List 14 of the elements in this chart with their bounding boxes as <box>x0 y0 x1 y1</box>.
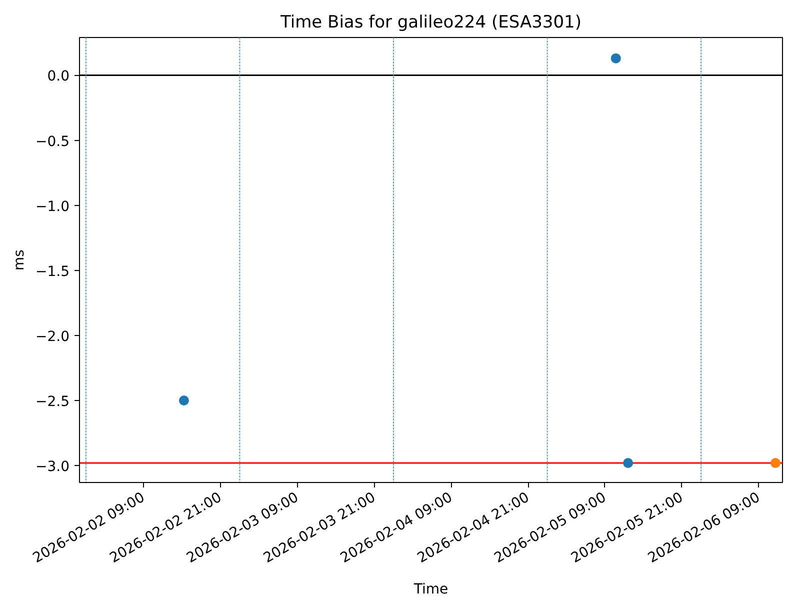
point <box>770 458 780 468</box>
point <box>178 396 189 406</box>
y-tick-label: −3.0 <box>36 459 70 476</box>
y-tick-label: 0.0 <box>47 68 70 85</box>
y-tick-label: −2.5 <box>36 394 70 410</box>
y-tick-label: −2.0 <box>36 328 70 345</box>
y-tick-label: −1.0 <box>36 198 70 215</box>
y-axis-title: ms <box>12 250 28 270</box>
point <box>610 53 621 64</box>
x-axis-title: Time <box>412 581 448 598</box>
point <box>623 458 634 468</box>
y-tick-label: −0.5 <box>36 134 70 150</box>
y-tick-label: −1.5 <box>36 264 70 280</box>
chart-title: Time Bias for galileo224 (ESA3301) <box>280 12 582 32</box>
